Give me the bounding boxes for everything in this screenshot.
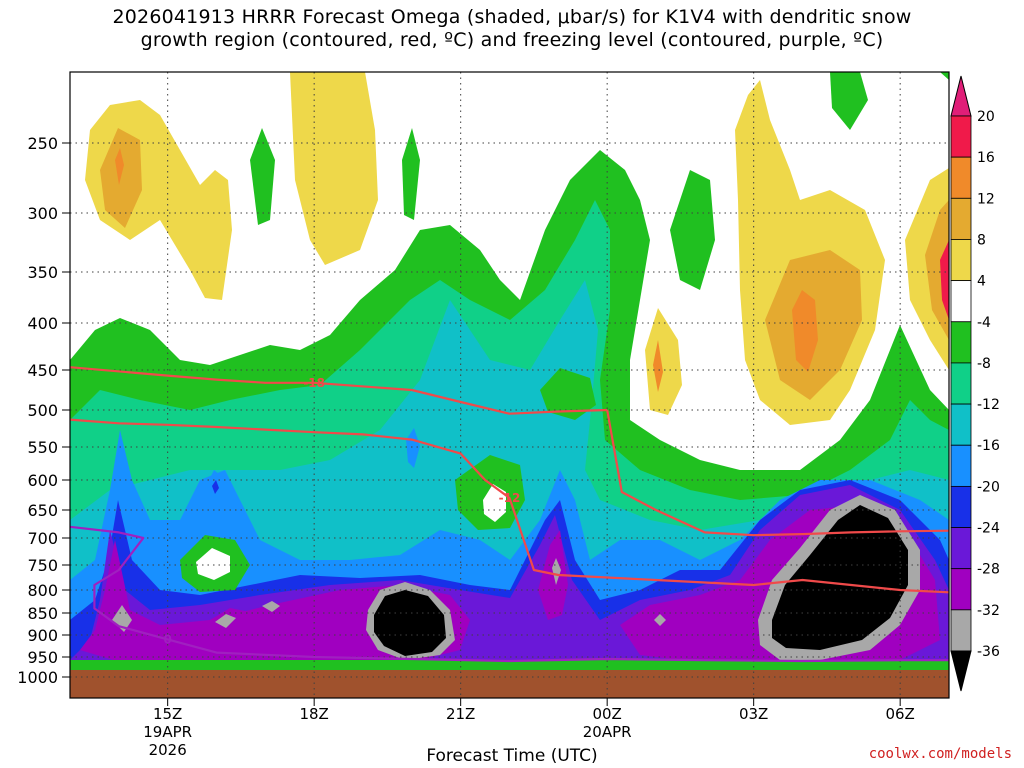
shade-gray-1: [112, 605, 132, 632]
x-tick-date-label: 20APR: [583, 723, 632, 741]
colorbar-label: 12: [977, 191, 995, 207]
colorbar-label: -20: [977, 479, 1000, 495]
shade-white-in-green-2: [196, 548, 230, 580]
colorbar-label: -16: [977, 438, 1000, 454]
shade-green-top-2: [250, 128, 275, 225]
x-tick-label: 21Z: [446, 705, 475, 723]
colorbar-label: -8: [977, 356, 991, 372]
shade-orange-small: [653, 340, 663, 392]
y-tick-label: 1000: [17, 668, 58, 687]
colorbar-segment: [950, 403, 972, 446]
grid: [70, 72, 949, 698]
chart-title-line2: growth region (contoured, red, ºC) and f…: [140, 29, 884, 51]
contour-label: -12: [499, 491, 521, 505]
x-tick-date-label: 19APR: [143, 723, 192, 741]
shade-black-1: [374, 590, 446, 656]
y-tick-label: 850: [27, 604, 58, 623]
colorbar-label: 4: [977, 274, 986, 290]
shade-green-top-1: [830, 72, 868, 130]
plot-frame: [69, 71, 950, 699]
colorbar-label: 20: [977, 109, 995, 125]
y-tick-label: 750: [27, 556, 58, 575]
y-tick-label: 400: [27, 314, 58, 333]
colorbar-label: -28: [977, 562, 1000, 578]
y-tick-label: 250: [27, 134, 58, 153]
credit-link[interactable]: coolwx.com/models: [868, 746, 1012, 762]
x-tick-label: 03Z: [739, 705, 768, 723]
shade-yellow-top-mid: [290, 72, 378, 265]
contour-label: -18: [303, 376, 325, 390]
shade-darkblue-spot-1: [212, 480, 219, 494]
shade-red-farright: [940, 240, 949, 320]
contour-dgz-upper: [69, 366, 608, 415]
y-axis: 250 300 350 400 450 500 550 600 650 700 750 800 850 9…: [17, 134, 70, 687]
y-tick-label: 300: [27, 204, 58, 223]
y-tick-label: 700: [27, 529, 58, 548]
shade-gray-spot-4: [262, 601, 280, 612]
shade-orange-core-right: [792, 290, 818, 372]
shade-green-top-5: [940, 72, 949, 80]
shade-green-top-4: [670, 170, 715, 290]
shade-orange-topleft: [100, 128, 142, 228]
shade-blue-spot-2: [406, 428, 420, 468]
y-tick-label: 800: [27, 581, 58, 600]
colorbar-label: -24: [977, 521, 1000, 537]
colorbar-segment: [950, 568, 972, 611]
colorbar-segment: [950, 115, 972, 158]
shade-white-in-green-1: [483, 484, 506, 522]
colorbar-segment: [950, 362, 972, 405]
colorbar-top-arrow: [950, 75, 972, 117]
colorbar-segment: [950, 485, 972, 528]
colorbar-segment: [950, 444, 972, 487]
colorbar-label: -4: [977, 315, 991, 331]
chart-title-line1: 2026041913 HRRR Forecast Omega (shaded, …: [112, 6, 912, 28]
y-tick-label: 550: [27, 438, 58, 457]
y-tick-label: 950: [27, 648, 58, 667]
shade-orange-farright: [925, 200, 949, 340]
shade-orange-core-topleft: [115, 148, 124, 185]
colorbar-segment: [950, 527, 972, 570]
colorbar: 20 16 12 8 4 -4 -8 -12 -16 -20 -24 -28 -32 -36: [950, 75, 1000, 692]
colorbar-segment: [950, 156, 972, 199]
colorbar-segment: [950, 321, 972, 364]
x-tick-year-label: 2026: [149, 741, 187, 759]
contour-label: 0: [163, 632, 171, 646]
omega-shading: [70, 72, 949, 698]
shade-yellow-small: [645, 308, 682, 415]
colorbar-segment: [950, 197, 972, 240]
contours: -18 -12 0: [69, 366, 950, 663]
colorbar-label: 8: [977, 232, 986, 248]
shade-green-top-3: [402, 128, 420, 220]
contour-dgz-lower-branch: [606, 409, 950, 537]
x-tick-label: 06Z: [885, 705, 914, 723]
x-tick-label: 18Z: [299, 705, 328, 723]
ground-fill: [70, 670, 949, 698]
y-tick-label: 600: [27, 471, 58, 490]
colorbar-label: -32: [977, 603, 1000, 619]
colorbar-segment: [950, 280, 972, 323]
shade-surface-green: [70, 660, 949, 670]
shade-gray-spot-3: [215, 614, 236, 628]
colorbar-label: -12: [977, 397, 1000, 413]
shade-gray-spot-2: [654, 614, 666, 626]
y-tick-label: 500: [27, 401, 58, 420]
y-tick-label: 450: [27, 361, 58, 380]
y-tick-label: 650: [27, 501, 58, 520]
colorbar-segment: [950, 239, 972, 282]
contour-dgz-lower: [69, 418, 950, 594]
contour-freezing-level: [69, 525, 949, 663]
x-tick-label: 15Z: [153, 705, 182, 723]
y-tick-label: 900: [27, 626, 58, 645]
colorbar-bottom-arrow: [950, 650, 972, 692]
x-tick-label: 00Z: [592, 705, 621, 723]
colorbar-segment: [950, 609, 972, 652]
colorbar-label: -36: [977, 644, 1000, 660]
shade-green-spot-2: [540, 368, 596, 420]
colorbar-label: 16: [977, 150, 995, 166]
x-axis-title: Forecast Time (UTC): [426, 746, 598, 766]
y-tick-label: 350: [27, 263, 58, 282]
shade-black-2: [772, 505, 908, 650]
